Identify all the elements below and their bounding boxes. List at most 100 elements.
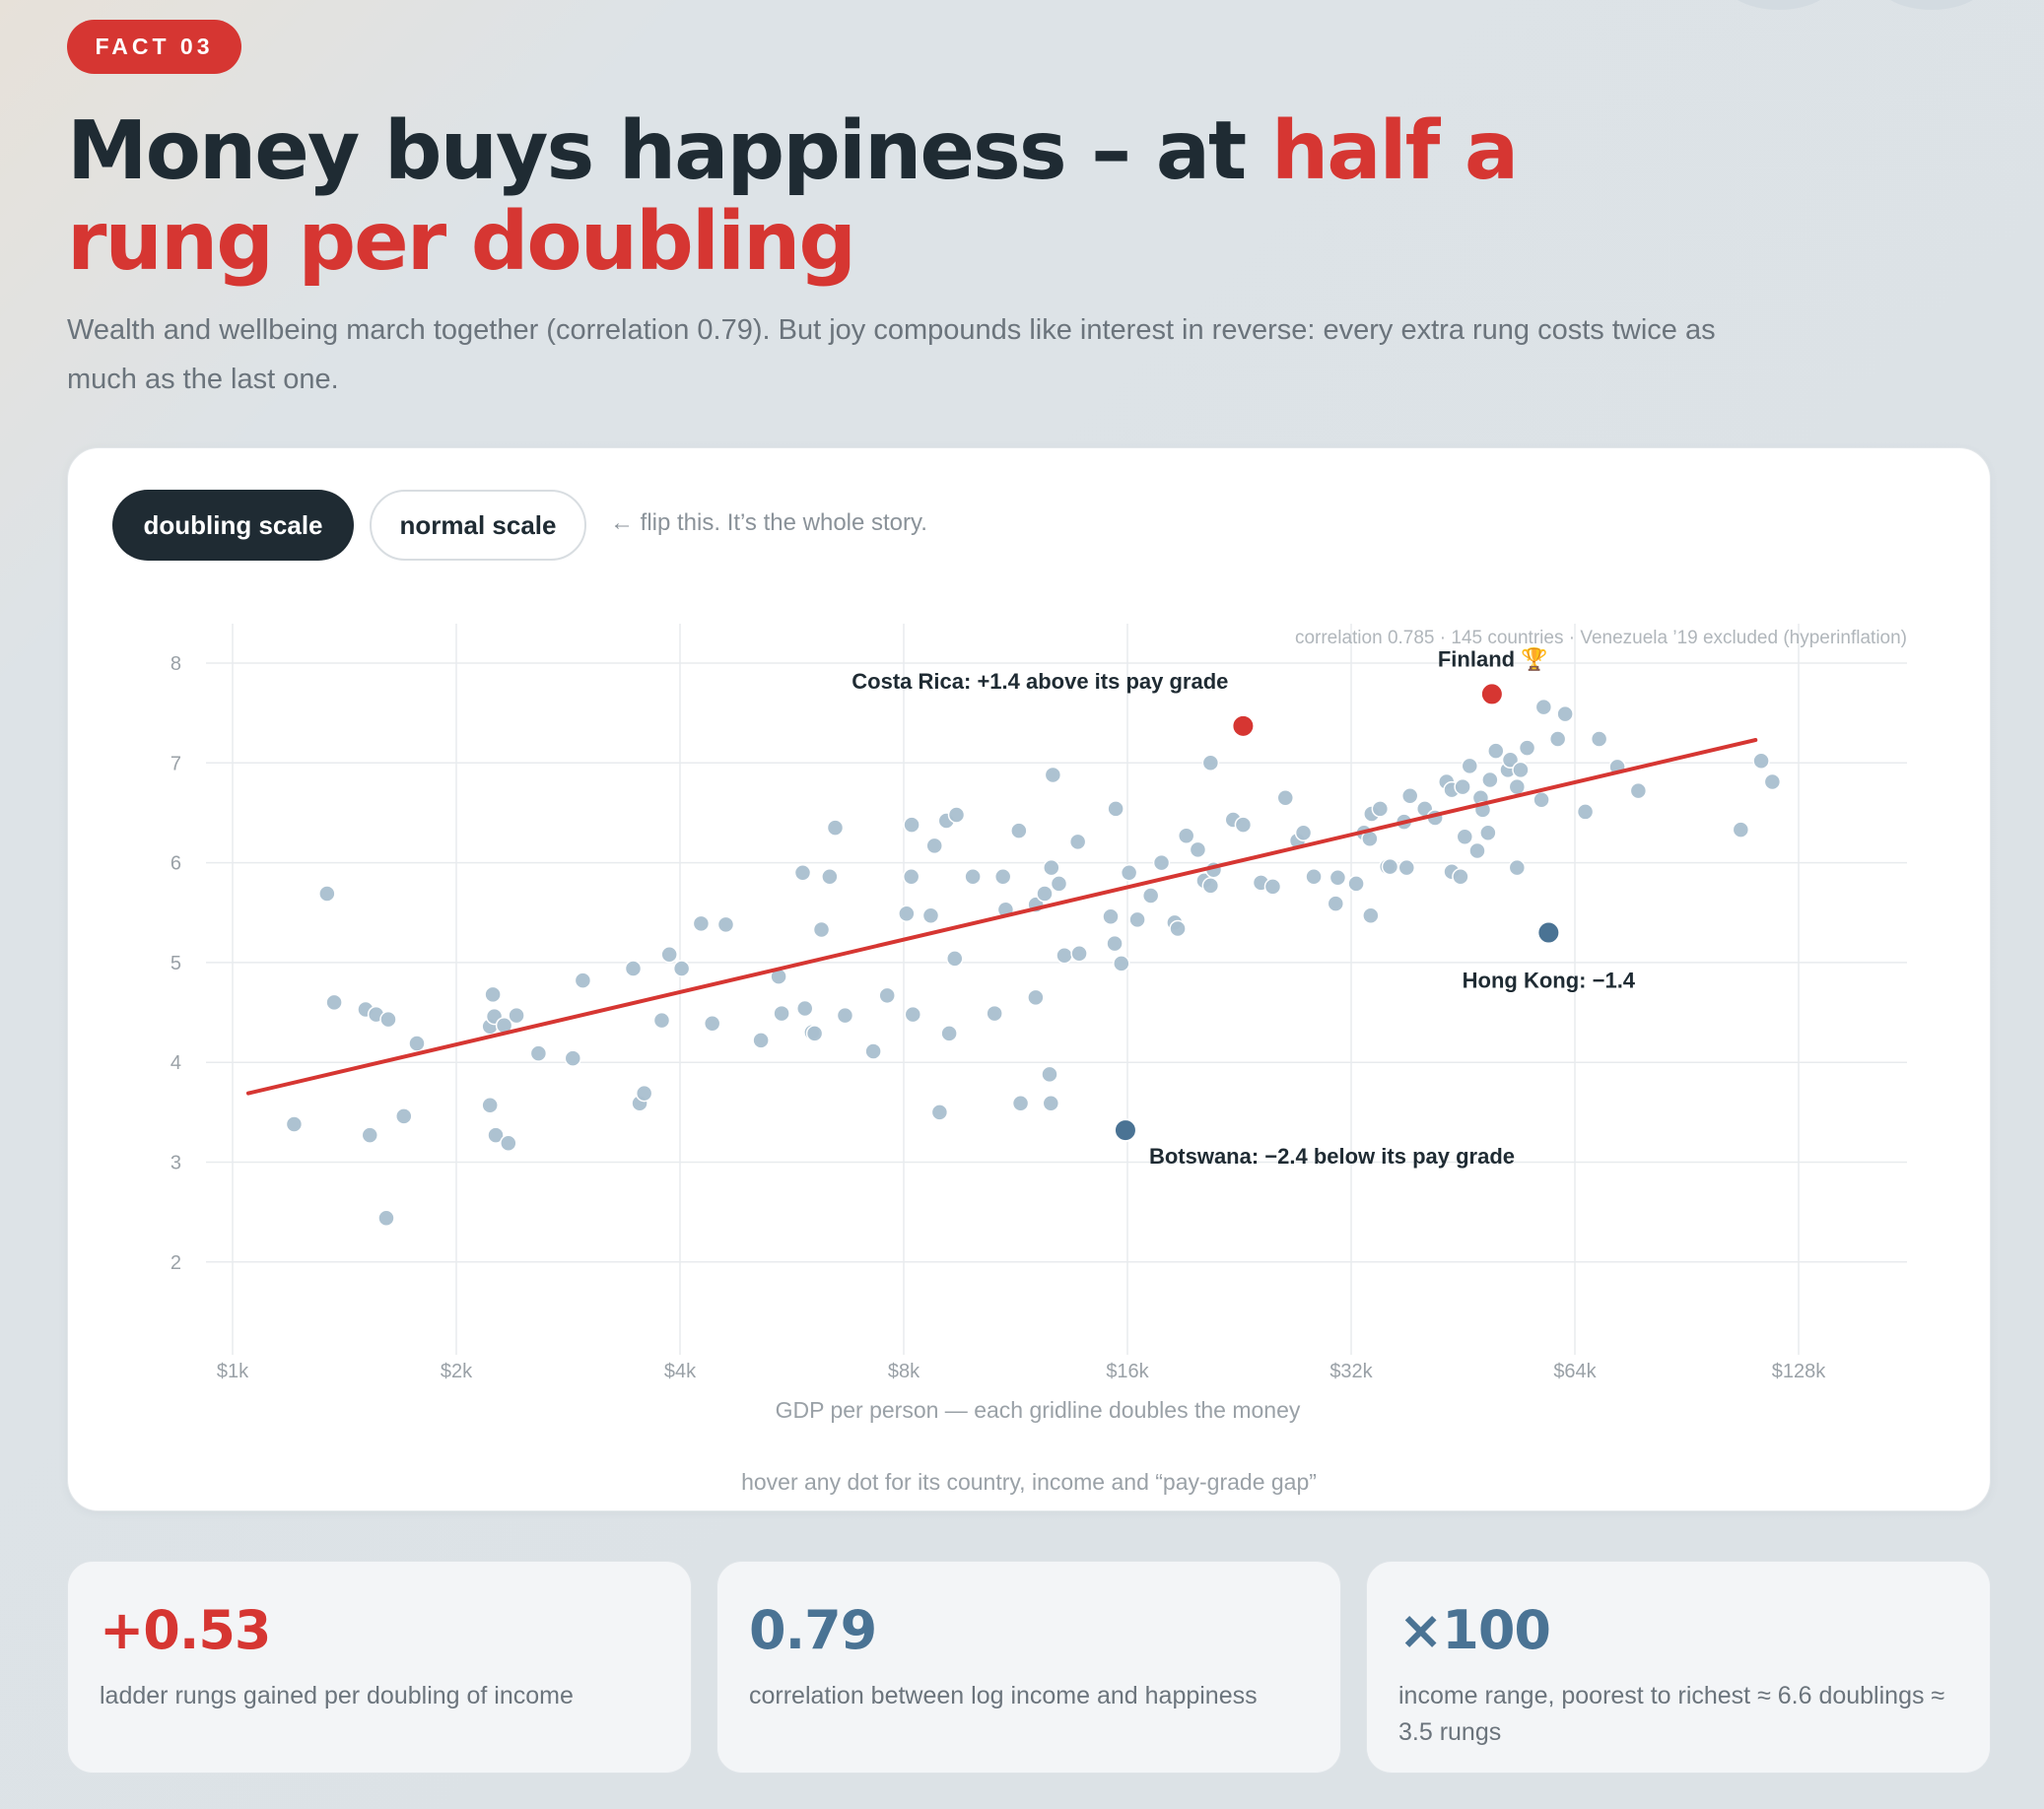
country-dot (1347, 875, 1365, 893)
y-tick-label: 8 (170, 653, 181, 675)
country-dot (1629, 781, 1648, 800)
country-dot (1189, 840, 1207, 859)
country-dot (1276, 789, 1295, 807)
country-dot (1487, 742, 1505, 760)
country-dot (624, 960, 643, 977)
country-dot (1400, 786, 1419, 805)
headline-highlight: half a rung per doubling (67, 104, 1519, 289)
scatter-chart: 2 3 4 5 6 7 8 $1k $2k $4k $8k $16k $32k $64k $128k co… (170, 624, 1907, 1423)
country-dot (1128, 910, 1146, 929)
stat-card-correlation: 0.79 correlation between log income and … (716, 1561, 1341, 1774)
country-dot (826, 819, 845, 837)
country-dot (716, 915, 735, 934)
country-dot (1508, 858, 1527, 877)
country-dot (703, 1014, 721, 1033)
country-dot (812, 920, 831, 939)
grid-lines (206, 624, 1907, 1355)
country-dot (864, 1042, 882, 1060)
country-dot (1113, 955, 1130, 972)
country-dot (529, 1044, 548, 1062)
country-dot (325, 993, 343, 1012)
country-dot (821, 868, 839, 886)
country-dot (1169, 919, 1187, 938)
country-dot (902, 868, 920, 886)
country-dot (1556, 704, 1574, 723)
stat-value: ×100 (1398, 1599, 1551, 1661)
country-dot (993, 868, 1012, 886)
x-tick-label: $4k (664, 1361, 697, 1382)
hong-kong-callout: Hong Kong: −1.4 (1463, 969, 1636, 993)
x-tick-label: $2k (441, 1361, 473, 1382)
stat-description: ladder rungs gained per doubling of inco… (100, 1682, 574, 1709)
country-dot (1068, 833, 1087, 851)
doubling-scale-toggle[interactable]: doubling scale (112, 490, 354, 561)
costa-rica-dot (1231, 713, 1256, 738)
toggle-hint: ← flip this. It’s the whole story. (610, 509, 927, 536)
stat-value: +0.53 (100, 1599, 271, 1661)
country-dot (1508, 777, 1527, 796)
country-dot (285, 1115, 304, 1133)
country-dot (1177, 827, 1195, 844)
stat-value: 0.79 (749, 1599, 877, 1661)
country-dot (1548, 730, 1567, 748)
country-dot (377, 1209, 395, 1227)
country-dot (1152, 853, 1171, 872)
country-dot (379, 1010, 397, 1029)
fact-badge: FACT 03 (67, 20, 241, 74)
country-dot (1501, 751, 1520, 770)
country-dot (1732, 821, 1750, 838)
x-tick-label: $32k (1329, 1361, 1373, 1382)
country-dot (652, 1011, 671, 1030)
country-dot (1479, 824, 1497, 841)
country-dot (793, 863, 812, 882)
country-dot (903, 816, 920, 834)
country-dot (1042, 1094, 1060, 1112)
y-tick-labels: 2 3 4 5 6 7 8 (170, 653, 181, 1274)
country-dot (1576, 803, 1595, 821)
country-dot (1036, 885, 1054, 903)
country-dot (1327, 895, 1345, 912)
country-dot (752, 1032, 770, 1049)
country-dot (1305, 868, 1323, 886)
country-dot (1141, 887, 1160, 904)
country-dot (1056, 947, 1073, 965)
country-dot (500, 1134, 517, 1153)
stat-description: correlation between log income and happi… (749, 1682, 1258, 1709)
normal-scale-toggle[interactable]: normal scale (370, 490, 586, 561)
y-tick-label: 4 (170, 1052, 181, 1074)
country-dot (921, 906, 940, 925)
country-dot (925, 837, 943, 855)
country-dot (1454, 777, 1471, 796)
y-tick-label: 5 (170, 953, 181, 974)
hong-kong-dot (1536, 920, 1561, 945)
country-dot (904, 1005, 922, 1024)
country-dot (564, 1049, 582, 1067)
x-axis-title: GDP per person — each gridline doubles t… (776, 1397, 1301, 1423)
country-dot (635, 1084, 653, 1103)
country-dot (940, 1025, 958, 1042)
highlighted-countries: Finland 🏆 Costa Rica: +1.4 above its pay … (852, 646, 1636, 1169)
country-dot (1752, 752, 1770, 770)
country-dot (1362, 906, 1380, 925)
y-tick-label: 2 (170, 1252, 181, 1274)
country-dot (672, 960, 691, 977)
x-tick-label: $128k (1772, 1361, 1826, 1382)
trend-line (245, 738, 1758, 1096)
country-dot (1120, 863, 1138, 882)
country-dot (805, 1025, 824, 1042)
x-tick-label: $16k (1106, 1361, 1149, 1382)
country-dot (1050, 875, 1068, 893)
country-dot (1201, 877, 1220, 895)
country-dot (660, 946, 678, 964)
country-dot (930, 1104, 949, 1121)
country-dot (1043, 858, 1060, 877)
country-dot (986, 1004, 1003, 1023)
chart-card: doubling scale normal scale ← flip this.… (67, 447, 1991, 1511)
country-dot (1044, 766, 1062, 784)
country-dot (1461, 757, 1479, 775)
country-dot (1107, 800, 1124, 818)
finland-callout: Finland 🏆 (1438, 646, 1548, 671)
country-dot (574, 972, 592, 989)
finland-dot (1479, 682, 1504, 706)
country-dot (487, 1126, 505, 1144)
